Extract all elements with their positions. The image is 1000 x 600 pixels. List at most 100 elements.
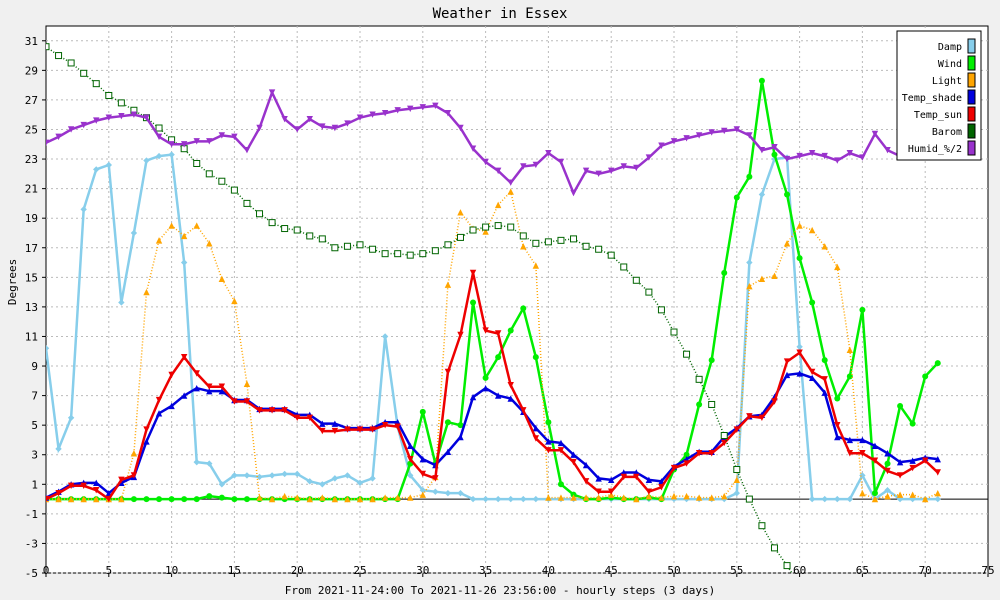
data-point: [821, 357, 828, 364]
data-point: [846, 450, 854, 457]
data-point: [582, 461, 590, 469]
data-point: [582, 167, 590, 175]
data-point: [796, 343, 803, 351]
data-point: [482, 228, 489, 235]
y-tick-label: 21: [25, 183, 38, 196]
data-point: [105, 114, 112, 121]
data-point: [670, 492, 678, 500]
data-point: [143, 114, 150, 121]
y-tick-label: 25: [25, 123, 38, 136]
legend-label-light: Light: [932, 76, 962, 87]
data-point: [758, 275, 766, 283]
data-point: [859, 450, 866, 457]
legend-swatch-humid-2: [967, 140, 976, 156]
y-tick-label: 3: [31, 449, 38, 462]
data-point: [193, 370, 200, 377]
data-point: [469, 145, 477, 152]
data-point: [444, 110, 452, 117]
data-point: [143, 288, 150, 296]
data-point: [846, 436, 854, 444]
data-point: [821, 376, 828, 383]
data-point: [745, 495, 753, 503]
data-point: [532, 424, 540, 432]
data-point: [758, 522, 766, 530]
data-point: [557, 236, 565, 244]
data-point: [293, 226, 301, 234]
data-point: [721, 492, 728, 500]
x-tick-label: 35: [479, 564, 492, 577]
data-point: [55, 489, 62, 497]
data-point: [281, 115, 288, 123]
data-point: [708, 450, 715, 457]
data-point: [582, 478, 590, 485]
data-point: [394, 250, 402, 258]
data-point: [407, 105, 414, 112]
data-point: [632, 276, 640, 284]
data-point: [633, 473, 640, 481]
data-point: [80, 482, 87, 489]
data-point: [859, 436, 866, 444]
data-point: [545, 149, 552, 157]
data-point: [55, 445, 62, 453]
data-point: [294, 126, 301, 133]
data-point: [256, 210, 264, 218]
data-point: [356, 479, 364, 487]
data-point: [294, 414, 301, 421]
data-point: [808, 495, 816, 503]
y-tick-label: 7: [31, 390, 38, 403]
data-point: [545, 419, 552, 426]
data-point: [381, 110, 389, 117]
data-point: [520, 163, 527, 170]
y-tick-label: 17: [25, 242, 38, 255]
data-point: [582, 242, 590, 250]
data-point: [93, 487, 100, 494]
data-point: [55, 52, 63, 60]
legend-box: [896, 30, 982, 161]
data-point: [545, 438, 552, 445]
data-point: [243, 199, 251, 207]
data-point: [507, 495, 514, 503]
data-point: [746, 132, 753, 139]
data-point: [356, 114, 364, 121]
x-axis-label: From 2021-11-24:00 To 2021-11-26 23:56:0…: [285, 584, 715, 597]
data-point: [696, 401, 703, 408]
series-line-light: [46, 190, 939, 500]
data-point: [319, 427, 326, 435]
data-point: [733, 476, 740, 484]
data-point: [758, 414, 766, 421]
data-point: [432, 475, 439, 482]
data-point: [343, 242, 351, 250]
data-point: [419, 250, 427, 258]
data-point: [457, 433, 464, 441]
data-point: [67, 126, 75, 133]
data-point: [394, 107, 401, 114]
data-point: [695, 450, 703, 457]
data-point: [695, 494, 703, 501]
series-humid-2: [46, 89, 941, 197]
data-point: [808, 368, 816, 376]
data-point: [80, 206, 87, 213]
data-point: [469, 226, 477, 234]
data-point: [281, 470, 288, 478]
data-point: [834, 395, 841, 402]
data-point: [306, 232, 314, 240]
data-point: [168, 151, 175, 158]
data-point: [733, 194, 740, 201]
data-point: [783, 358, 791, 365]
data-point: [871, 490, 878, 497]
data-point: [168, 222, 175, 229]
y-tick-label: 27: [25, 94, 38, 107]
data-point: [231, 472, 238, 479]
data-point: [746, 282, 753, 290]
data-point: [218, 275, 226, 283]
data-point: [507, 188, 514, 195]
data-point: [155, 237, 163, 244]
data-point: [771, 272, 778, 280]
data-point: [181, 496, 188, 503]
data-point: [419, 470, 426, 478]
data-point: [256, 407, 263, 414]
data-point: [118, 495, 125, 503]
series-line-humid-2: [46, 89, 938, 196]
data-point: [231, 398, 238, 405]
data-point: [118, 112, 125, 120]
